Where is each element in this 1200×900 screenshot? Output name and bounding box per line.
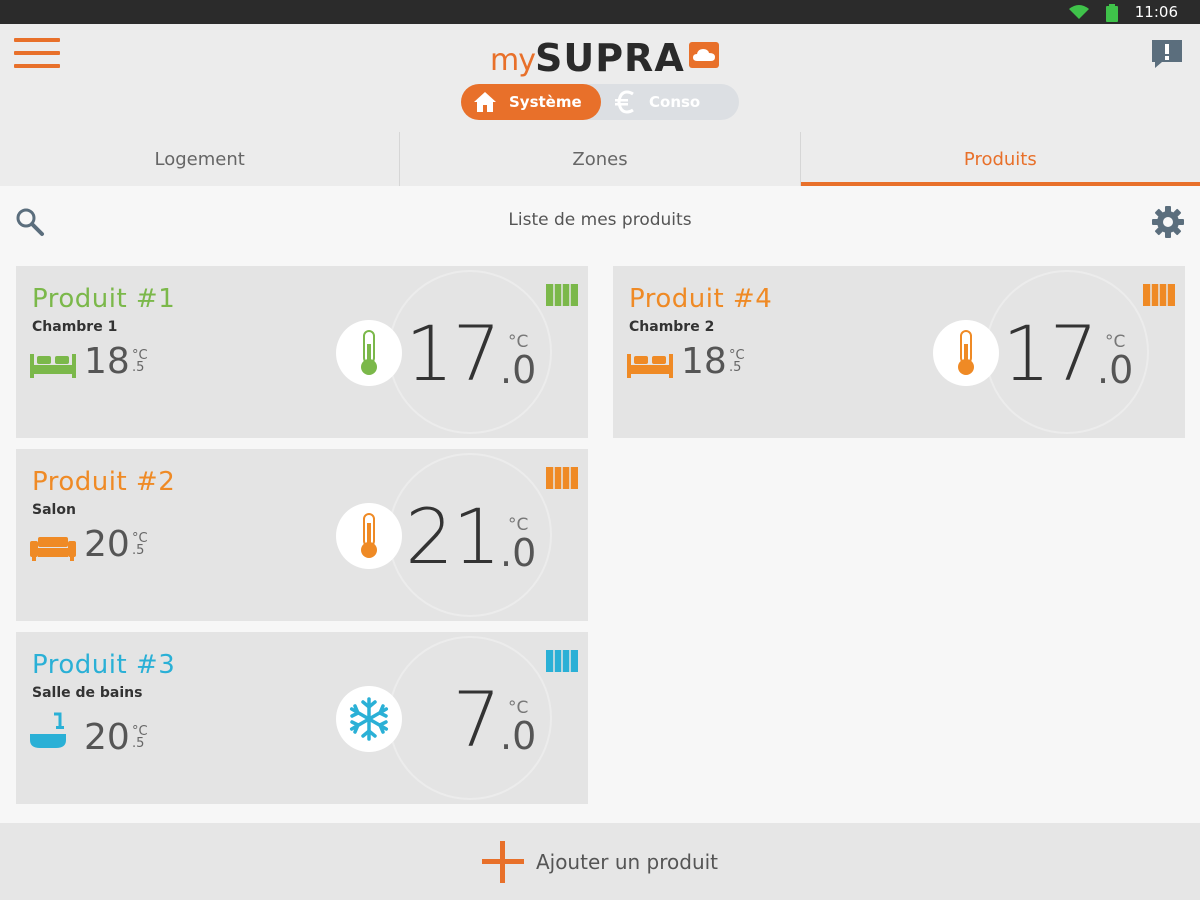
setpoint-decimal: .0 (500, 348, 537, 392)
thermometer-icon (361, 330, 377, 375)
hamburger-icon (14, 38, 60, 42)
add-product-label: Ajouter un produit (535, 849, 719, 874)
gear-icon (1152, 206, 1184, 238)
list-title: Liste de mes produits (508, 210, 692, 230)
mode-badge (336, 503, 402, 569)
product-room: Chambre 2 (629, 319, 715, 335)
radiator-icon (1143, 284, 1175, 306)
ambient-temp: 18 (681, 341, 727, 382)
product-name: Produit #4 (629, 284, 773, 314)
plus-icon (481, 840, 524, 883)
app-logo: my SUPRA (490, 34, 719, 78)
setpoint-unit: °C (508, 332, 529, 352)
systeme-label: Système (509, 93, 582, 111)
setpoint-temp: 17 (1002, 309, 1098, 398)
bed-icon (627, 354, 673, 378)
product-card[interactable]: Produit #4 Chambre 2 18 °C .5 17 °C .0 (613, 266, 1185, 438)
mode-badge (336, 686, 402, 752)
product-name: Produit #3 (32, 650, 176, 680)
thermometer-icon (958, 330, 974, 375)
ambient-temp: 18 (84, 341, 130, 382)
settings-button[interactable] (1150, 204, 1186, 240)
list-header: Liste de mes produits (0, 186, 1200, 256)
ambient-unit: °C (132, 531, 148, 546)
ambient-temp: 20 (84, 717, 130, 758)
product-name: Produit #2 (32, 467, 176, 497)
mode-badge (933, 320, 999, 386)
app-header: my SUPRA Système Conso (0, 24, 1200, 132)
ambient-decimal: .5 (132, 543, 145, 558)
setpoint-decimal: .0 (500, 714, 537, 758)
wifi-icon (1069, 5, 1089, 19)
logo-my: my (490, 43, 536, 78)
systeme-toggle[interactable]: Système (461, 84, 601, 120)
ambient-frac: °C .5 (132, 724, 148, 751)
setpoint-decimal: .0 (500, 531, 537, 575)
radiator-icon (546, 650, 578, 672)
section-tabs: Logement Zones Produits (0, 132, 1200, 186)
home-icon (474, 92, 496, 112)
ambient-frac: °C .5 (132, 531, 148, 558)
menu-button[interactable] (14, 38, 60, 72)
ambient-decimal: .5 (132, 360, 145, 375)
logo-brand: SUPRA (534, 36, 685, 80)
setpoint-unit: °C (508, 698, 529, 718)
euro-icon (615, 90, 634, 114)
sofa-icon (30, 537, 76, 561)
battery-icon (1106, 4, 1118, 22)
ambient-decimal: .5 (729, 360, 742, 375)
bathtub-icon (30, 712, 66, 748)
setpoint-decimal: .0 (1097, 348, 1134, 392)
ambient-unit: °C (729, 348, 745, 363)
status-bar: 11:06 (0, 0, 1200, 24)
setpoint-unit: °C (1105, 332, 1126, 352)
setpoint-temp: 21 (405, 492, 501, 581)
search-button[interactable] (14, 206, 46, 238)
conso-label: Conso (649, 93, 701, 111)
product-card[interactable]: Produit #2 Salon 20 °C .5 21 °C .0 (16, 449, 588, 621)
ambient-decimal: .5 (132, 736, 145, 751)
add-product-button[interactable]: Ajouter un produit (0, 823, 1200, 900)
tab-produits[interactable]: Produits (800, 132, 1200, 186)
bed-icon (30, 354, 76, 378)
product-room: Salle de bains (32, 685, 143, 701)
radiator-icon (546, 467, 578, 489)
ambient-frac: °C .5 (132, 348, 148, 375)
setpoint-temp: 17 (405, 309, 501, 398)
ambient-unit: °C (132, 348, 148, 363)
cloud-logo-icon (688, 42, 719, 68)
thermometer-icon (361, 513, 377, 558)
ambient-unit: °C (132, 724, 148, 739)
product-room: Chambre 1 (32, 319, 118, 335)
product-card[interactable]: Produit #1 Chambre 1 18 °C .5 17 °C .0 (16, 266, 588, 438)
status-clock: 11:06 (1134, 3, 1178, 21)
setpoint-unit: °C (508, 515, 529, 535)
radiator-icon (546, 284, 578, 306)
snowflake-icon (349, 697, 389, 741)
product-card[interactable]: Produit #3 Salle de bains 20 °C .5 7 °C … (16, 632, 588, 804)
mode-switch: Système Conso (461, 84, 739, 120)
tab-logement[interactable]: Logement (0, 132, 401, 186)
ambient-frac: °C .5 (729, 348, 745, 375)
ambient-temp: 20 (84, 524, 130, 565)
feedback-button[interactable] (1150, 38, 1184, 70)
mode-badge (336, 320, 402, 386)
product-name: Produit #1 (32, 284, 176, 314)
product-room: Salon (32, 502, 76, 518)
tab-zones[interactable]: Zones (400, 132, 801, 186)
feedback-icon (1152, 40, 1182, 68)
conso-toggle[interactable]: Conso (607, 84, 739, 120)
search-icon (16, 208, 44, 236)
setpoint-temp: 7 (452, 675, 501, 764)
